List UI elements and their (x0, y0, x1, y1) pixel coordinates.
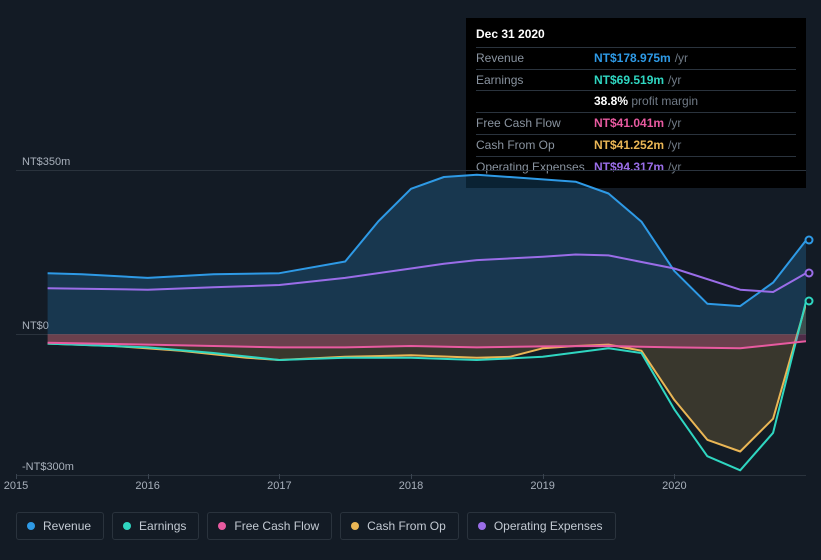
legend-label: Earnings (139, 519, 186, 533)
tooltip-row-label: Revenue (476, 50, 594, 67)
y-axis-label: NT$350m (22, 156, 70, 168)
legend-dot-icon (218, 522, 226, 530)
tooltip-row-label: Free Cash Flow (476, 115, 594, 132)
x-axis-label: 2017 (267, 480, 291, 492)
tooltip-row-value: NT$178.975m (594, 50, 671, 67)
x-tick (16, 474, 17, 479)
legend-label: Cash From Op (367, 519, 446, 533)
financials-chart-panel: { "tooltip": { "date": "Dec 31 2020", "r… (0, 0, 821, 560)
legend-item-free-cash-flow[interactable]: Free Cash Flow (207, 512, 332, 540)
x-tick (279, 474, 280, 479)
chart-tooltip: Dec 31 2020 RevenueNT$178.975m/yrEarning… (466, 18, 806, 188)
tooltip-row: Cash From OpNT$41.252m/yr (476, 134, 796, 156)
x-axis-label: 2015 (4, 480, 28, 492)
tooltip-row-value: NT$69.519m (594, 72, 664, 89)
legend-dot-icon (27, 522, 35, 530)
x-tick (674, 474, 675, 479)
tooltip-sub: 38.8% profit margin (594, 93, 698, 110)
legend-dot-icon (123, 522, 131, 530)
legend: Revenue Earnings Free Cash Flow Cash From O… (16, 512, 616, 540)
x-axis: 201520162017201820192020 (16, 480, 806, 500)
x-tick (543, 474, 544, 479)
legend-item-operating-expenses[interactable]: Operating Expenses (467, 512, 616, 540)
tooltip-row-value: NT$41.252m (594, 137, 664, 154)
tooltip-row-label: Earnings (476, 72, 594, 89)
legend-item-earnings[interactable]: Earnings (112, 512, 199, 540)
tooltip-date: Dec 31 2020 (476, 26, 796, 43)
legend-label: Revenue (43, 519, 91, 533)
series-area-revenue (48, 175, 806, 335)
tooltip-row-unit: /yr (675, 50, 688, 67)
tooltip-row-value: NT$41.041m (594, 115, 664, 132)
series-end-marker (805, 269, 814, 278)
x-tick (411, 474, 412, 479)
series-end-marker (805, 297, 814, 306)
legend-item-revenue[interactable]: Revenue (16, 512, 104, 540)
legend-dot-icon (478, 522, 486, 530)
series-end-marker (805, 236, 814, 245)
x-axis-label: 2016 (135, 480, 159, 492)
x-tick (148, 474, 149, 479)
tooltip-row: RevenueNT$178.975m/yr (476, 47, 796, 69)
tooltip-row-unit: /yr (668, 137, 681, 154)
tooltip-row: EarningsNT$69.519m/yr (476, 69, 796, 91)
tooltip-subrow: 38.8% profit margin (476, 90, 796, 112)
x-axis-label: 2019 (530, 480, 554, 492)
tooltip-row-label: Cash From Op (476, 137, 594, 154)
x-axis-label: 2018 (399, 480, 423, 492)
legend-label: Free Cash Flow (234, 519, 319, 533)
tooltip-row: Free Cash FlowNT$41.041m/yr (476, 112, 796, 134)
legend-label: Operating Expenses (494, 519, 603, 533)
tooltip-row-unit: /yr (668, 115, 681, 132)
x-axis-label: 2020 (662, 480, 686, 492)
legend-dot-icon (351, 522, 359, 530)
legend-item-cash-from-op[interactable]: Cash From Op (340, 512, 459, 540)
chart-plot (16, 170, 806, 475)
tooltip-row-unit: /yr (668, 72, 681, 89)
